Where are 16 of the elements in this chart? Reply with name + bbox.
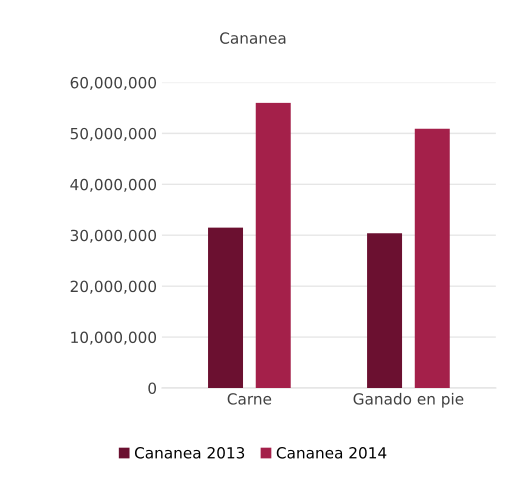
y-tick-label: 30,000,000 — [70, 230, 156, 243]
y-tick-label: 10,000,000 — [71, 332, 156, 345]
y-tick-label: 20,000,000 — [70, 280, 156, 294]
y-tick-label: 40,000,000 — [70, 178, 156, 192]
y-tick-label: 50,000,000 — [70, 128, 156, 141]
y-tick-label: 60,000,000 — [70, 76, 156, 90]
bar — [367, 233, 402, 388]
x-tick-label: Carne — [228, 393, 272, 405]
y-tick-label: 0 — [148, 382, 156, 394]
chart-title: Cananea — [220, 32, 286, 44]
bar — [208, 228, 244, 388]
legend-label: Cananea 2013 — [134, 447, 244, 459]
legend-label: Cananea 2014 — [276, 447, 386, 459]
x-tick-label: Ganado en pie — [354, 392, 464, 408]
bar — [414, 128, 450, 388]
bar — [256, 102, 291, 388]
